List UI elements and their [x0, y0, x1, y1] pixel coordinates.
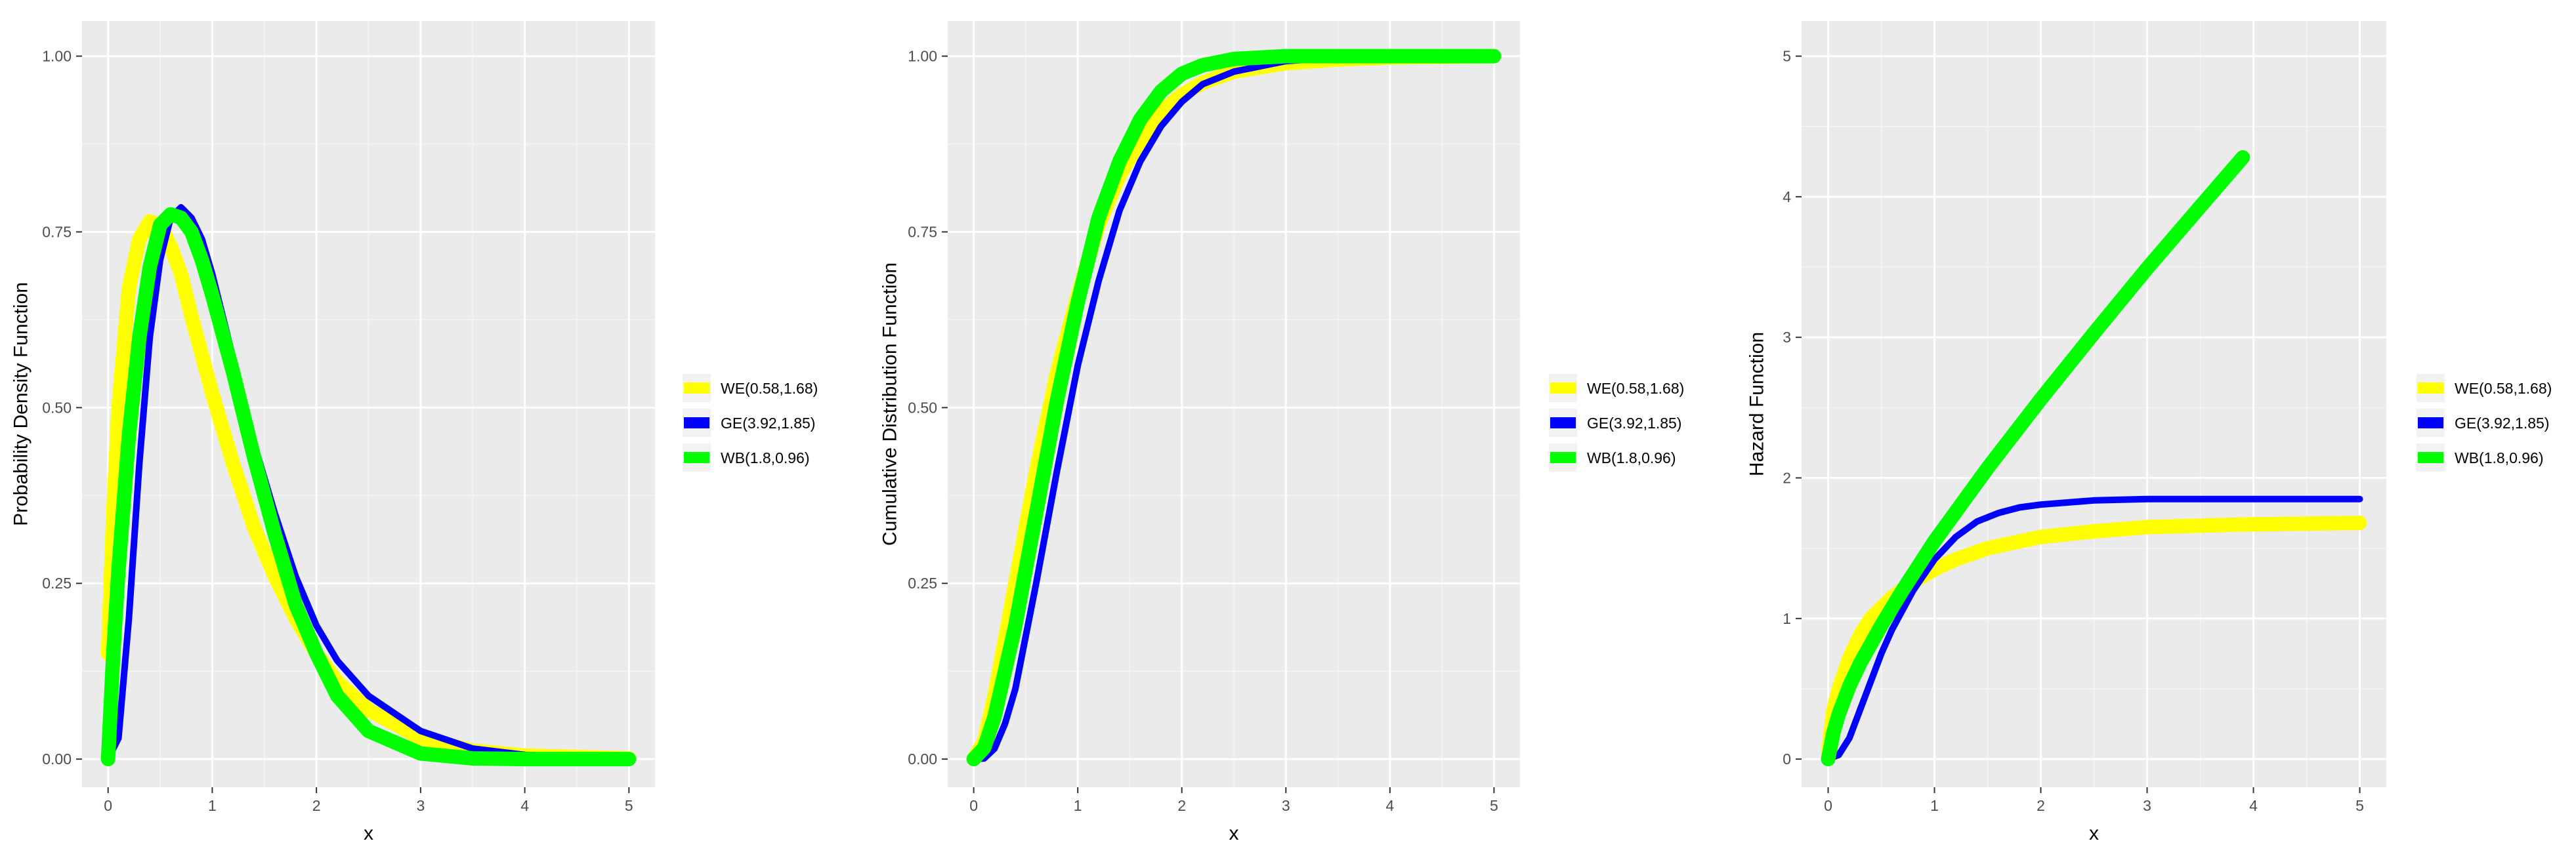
- series-line-3: [1821, 150, 2250, 767]
- y-tick-label: 1.00: [42, 48, 72, 65]
- y-tick-label: 0.00: [42, 750, 72, 768]
- x-axis-title: x: [364, 823, 373, 844]
- legend-swatch: [684, 417, 709, 428]
- x-tick-label: 5: [2355, 797, 2364, 814]
- x-tick-label: 4: [520, 797, 529, 814]
- y-tick-label: 5: [1783, 48, 1791, 65]
- y-tick-label: 0.00: [908, 750, 937, 768]
- legend-label: WE(0.58,1.68): [2455, 380, 2552, 397]
- chart-panel-1: 0 1 2 3 4 5 0.00 0.25 0.50 0.75 1.00 x Probability D…: [11, 21, 818, 844]
- legend-swatch: [684, 452, 709, 463]
- x-tick-label: 4: [1385, 797, 1394, 814]
- legend: WE(0.58,1.68) GE(3.92,1.85) WB(1.8,0.96): [1549, 374, 1684, 472]
- legend-swatch: [2418, 417, 2443, 428]
- y-tick-label: 1.00: [908, 48, 937, 65]
- series-line-3: [100, 207, 637, 767]
- x-axis-title: x: [2089, 823, 2099, 844]
- legend-label: WB(1.8,0.96): [721, 449, 810, 466]
- y-axis-title: Probability Density Function: [11, 282, 32, 526]
- series-line-1: [100, 214, 637, 766]
- y-tick-label: 3: [1783, 329, 1791, 346]
- legend-label: GE(3.92,1.85): [1587, 415, 1681, 432]
- y-tick-label: 0.50: [908, 399, 937, 416]
- y-tick-label: 0.25: [42, 575, 72, 592]
- x-tick-label: 5: [1490, 797, 1498, 814]
- x-tick-label: 3: [416, 797, 425, 814]
- x-tick-label: 0: [104, 797, 112, 814]
- y-tick-label: 1: [1783, 610, 1791, 627]
- x-tick-label: 3: [1282, 797, 1290, 814]
- legend-label: WE(0.58,1.68): [1587, 380, 1684, 397]
- legend-label: WE(0.58,1.68): [721, 380, 818, 397]
- x-tick-label: 4: [2249, 797, 2258, 814]
- x-tick-label: 2: [1177, 797, 1186, 814]
- chart-panel-2: 0 1 2 3 4 5 0.00 0.25 0.50 0.75 1.00 x Cumulative Di…: [879, 21, 1684, 844]
- x-tick-label: 2: [2037, 797, 2045, 814]
- x-tick-label: 1: [1930, 797, 1939, 814]
- x-axis-title: x: [1229, 823, 1239, 844]
- x-tick-label: 2: [312, 797, 321, 814]
- legend: WE(0.58,1.68) GE(3.92,1.85) WB(1.8,0.96): [683, 374, 818, 472]
- y-tick-label: 2: [1783, 470, 1791, 487]
- y-tick-label: 0: [1783, 750, 1791, 768]
- y-axis-title: Cumulative Distribution Function: [879, 262, 901, 546]
- legend-swatch: [1550, 452, 1576, 463]
- x-tick-label: 1: [1074, 797, 1082, 814]
- legend-swatch: [1550, 417, 1576, 428]
- chart-panel-3: 0 1 2 3 4 5 0 1 2 3 4 5 x Hazard Function WE(0.58,1.68…: [1746, 21, 2552, 844]
- legend-label: WB(1.8,0.96): [1587, 449, 1676, 466]
- legend-swatch: [1550, 382, 1576, 394]
- y-tick-label: 0.50: [42, 399, 72, 416]
- x-tick-label: 1: [208, 797, 217, 814]
- legend-swatch: [684, 382, 709, 394]
- x-tick-label: 3: [2143, 797, 2151, 814]
- x-tick-label: 0: [969, 797, 978, 814]
- y-tick-label: 0.75: [42, 223, 72, 240]
- y-tick-label: 4: [1783, 188, 1791, 205]
- series-line-2: [1825, 495, 2363, 763]
- y-tick-label: 0.75: [908, 223, 937, 240]
- legend-label: GE(3.92,1.85): [2455, 415, 2549, 432]
- legend-swatch: [2418, 382, 2443, 394]
- x-tick-label: 0: [1824, 797, 1832, 814]
- y-axis-title: Hazard Function: [1746, 332, 1768, 476]
- legend-label: GE(3.92,1.85): [721, 415, 815, 432]
- legend: WE(0.58,1.68) GE(3.92,1.85) WB(1.8,0.96): [2417, 374, 2552, 472]
- legend-label: WB(1.8,0.96): [2455, 449, 2544, 466]
- series-line-3: [966, 49, 1502, 767]
- legend-swatch: [2418, 452, 2443, 463]
- x-tick-label: 5: [625, 797, 633, 814]
- y-tick-label: 0.25: [908, 575, 937, 592]
